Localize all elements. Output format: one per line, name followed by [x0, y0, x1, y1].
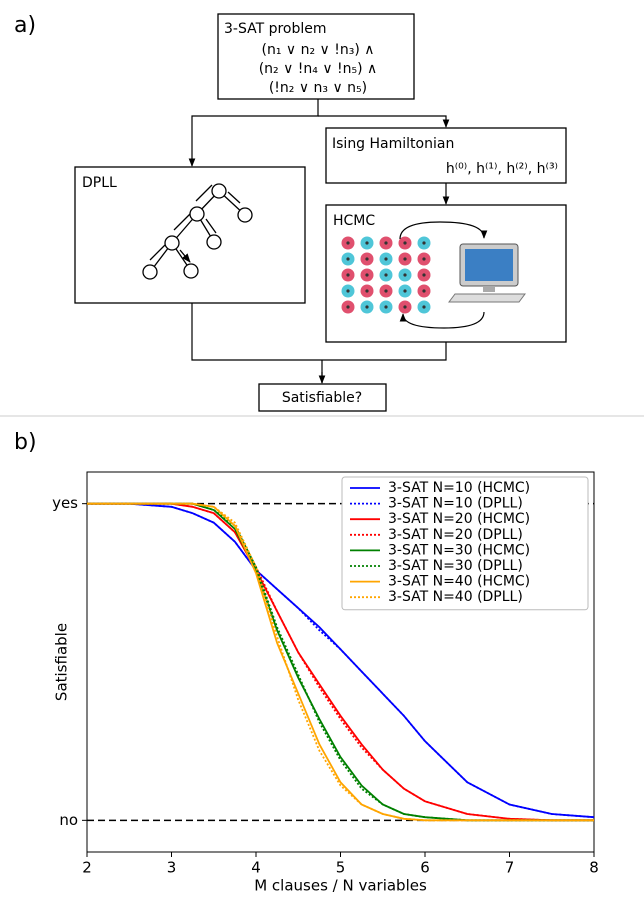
spin-dot [384, 305, 388, 309]
series-line [87, 502, 594, 822]
x-tick-label: 2 [82, 859, 92, 877]
search-tree [142, 183, 253, 280]
x-tick-label: 4 [251, 859, 261, 877]
spin-dot [365, 257, 369, 261]
legend-label: 3-SAT N=20 (HCMC) [388, 511, 530, 527]
y-tick-label: yes [52, 494, 78, 512]
problem-box [217, 13, 415, 100]
clause: (n₁ ∨ n₂ ∨ !n₃) ∧ [262, 42, 375, 58]
dpll-box [74, 166, 306, 304]
x-tick-label: 7 [505, 859, 515, 877]
legend-label: 3-SAT N=30 (DPLL) [388, 558, 523, 574]
panel-label: a) [14, 13, 36, 38]
panel-label: b) [14, 430, 37, 455]
arrow [188, 99, 319, 167]
legend-label: 3-SAT N=40 (HCMC) [388, 574, 530, 590]
clause: (n₂ ∨ !n₄ ∨ !n₅) ∧ [259, 61, 378, 77]
spin-dot [403, 241, 407, 245]
spin-dot [422, 257, 426, 261]
computer-icon [448, 243, 526, 303]
x-tick-label: 3 [167, 859, 177, 877]
legend-label: 3-SAT N=10 (DPLL) [388, 496, 523, 512]
spin-dot [403, 257, 407, 261]
arrow [399, 221, 488, 240]
y-tick-label: no [59, 811, 78, 829]
legend-label: 3-SAT N=30 (HCMC) [388, 542, 530, 558]
spin-dot [365, 289, 369, 293]
spin-dot [422, 289, 426, 293]
spin-dot [346, 289, 350, 293]
spin-dot [346, 273, 350, 277]
series-line [87, 502, 595, 819]
spin-dot [365, 305, 369, 309]
legend-label: 3-SAT N=20 (DPLL) [388, 527, 523, 543]
spin-dot [384, 273, 388, 277]
spin-dot [422, 273, 426, 277]
hcmc-title: HCMC [333, 213, 375, 229]
legend-frame [341, 476, 589, 611]
spin-dot [403, 305, 407, 309]
spin-dot [422, 305, 426, 309]
dpll-title: DPLL [82, 175, 117, 191]
legend-label: 3-SAT N=40 (DPLL) [388, 589, 523, 605]
output-box [258, 383, 387, 412]
spin-grid [341, 236, 431, 314]
spin-dot [403, 273, 407, 277]
spin-dot [365, 241, 369, 245]
y-axis-label: Satisfiable [53, 623, 71, 701]
spin-dot [346, 257, 350, 261]
problem-title: 3-SAT problem [224, 21, 327, 37]
arrow [399, 311, 485, 329]
legend-label: 3-SAT N=10 (HCMC) [388, 480, 530, 496]
spin-dot [384, 257, 388, 261]
x-tick-label: 8 [589, 859, 599, 877]
output-text: Satisfiable? [282, 390, 362, 406]
ising-terms: h⁽⁰⁾, h⁽¹⁾, h⁽²⁾, h⁽³⁾ [446, 161, 558, 177]
clause: (!n₂ ∨ n₃ ∨ n₅) [269, 80, 367, 96]
spin-dot [422, 241, 426, 245]
x-tick-label: 5 [336, 859, 346, 877]
spin-dot [346, 305, 350, 309]
spin-dot [346, 241, 350, 245]
x-axis-label: M clauses / N variables [254, 877, 427, 895]
spin-dot [384, 241, 388, 245]
arrow [318, 115, 450, 128]
spin-dot [403, 289, 407, 293]
chart: 2 3 4 5 6 7 8 no yes M clauses / N variables Satis… [52, 471, 599, 895]
spin-dot [384, 289, 388, 293]
series-line [87, 502, 594, 822]
spin-dot [365, 273, 369, 277]
ising-title: Ising Hamiltonian [332, 136, 454, 152]
x-tick-label: 6 [420, 859, 430, 877]
